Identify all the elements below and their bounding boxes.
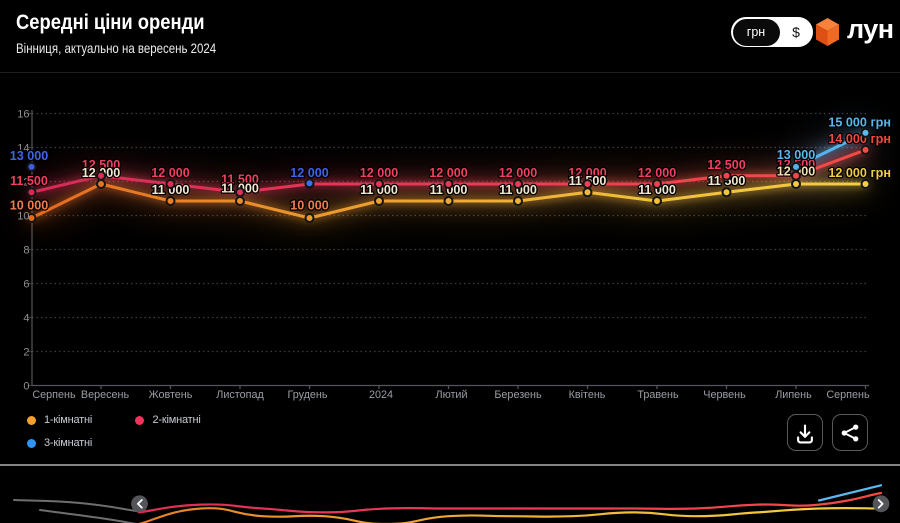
svg-text:12 000: 12 000 xyxy=(151,166,190,180)
svg-text:11 500: 11 500 xyxy=(708,174,746,188)
svg-text:11 000: 11 000 xyxy=(638,183,676,197)
svg-text:0: 0 xyxy=(23,381,29,393)
svg-text:10 000: 10 000 xyxy=(290,199,329,213)
svg-text:13 000: 13 000 xyxy=(777,148,816,162)
svg-text:Жовтень: Жовтень xyxy=(149,389,193,401)
svg-text:16: 16 xyxy=(17,109,29,121)
svg-text:13 000: 13 000 xyxy=(10,149,49,163)
svg-text:11 000: 11 000 xyxy=(152,183,190,197)
svg-text:2024: 2024 xyxy=(369,389,393,401)
svg-text:8: 8 xyxy=(23,245,29,257)
svg-text:12 000: 12 000 xyxy=(429,166,468,180)
svg-text:Липень: Липень xyxy=(775,389,812,401)
svg-text:Квітень: Квітень xyxy=(569,389,606,401)
svg-text:2: 2 xyxy=(23,347,29,359)
svg-text:12 500: 12 500 xyxy=(82,158,121,172)
svg-text:10: 10 xyxy=(17,211,29,223)
svg-text:11 000: 11 000 xyxy=(360,183,398,197)
svg-text:12 500: 12 500 xyxy=(707,158,746,172)
svg-text:11 000: 11 000 xyxy=(430,183,468,197)
svg-text:11 500: 11 500 xyxy=(10,174,48,188)
svg-text:12 000: 12 000 xyxy=(638,166,677,180)
svg-text:12 000: 12 000 xyxy=(568,166,607,180)
svg-text:11 500: 11 500 xyxy=(221,173,259,187)
svg-text:Серпень: Серпень xyxy=(32,389,76,401)
svg-text:12 000: 12 000 xyxy=(360,166,399,180)
svg-text:12 000 грн: 12 000 грн xyxy=(828,166,891,180)
svg-text:12 000: 12 000 xyxy=(499,166,538,180)
svg-text:Листопад: Листопад xyxy=(216,389,264,401)
svg-text:11 000: 11 000 xyxy=(499,183,537,197)
svg-text:Серпень: Серпень xyxy=(826,389,870,401)
svg-text:Червень: Червень xyxy=(703,389,746,401)
svg-text:Грудень: Грудень xyxy=(287,389,327,401)
svg-text:12 000: 12 000 xyxy=(290,166,329,180)
svg-text:4: 4 xyxy=(23,313,29,325)
svg-text:Березень: Березень xyxy=(494,389,542,401)
svg-text:6: 6 xyxy=(23,279,29,291)
svg-text:Травень: Травень xyxy=(637,389,679,401)
svg-text:10 000: 10 000 xyxy=(10,199,49,213)
svg-text:Вересень: Вересень xyxy=(81,389,130,401)
svg-text:14 000 грн: 14 000 грн xyxy=(828,132,891,146)
svg-text:Лютий: Лютий xyxy=(436,389,468,401)
svg-text:14: 14 xyxy=(17,143,29,155)
svg-text:15 000 грн: 15 000 грн xyxy=(828,116,891,130)
svg-text:12: 12 xyxy=(17,177,29,189)
